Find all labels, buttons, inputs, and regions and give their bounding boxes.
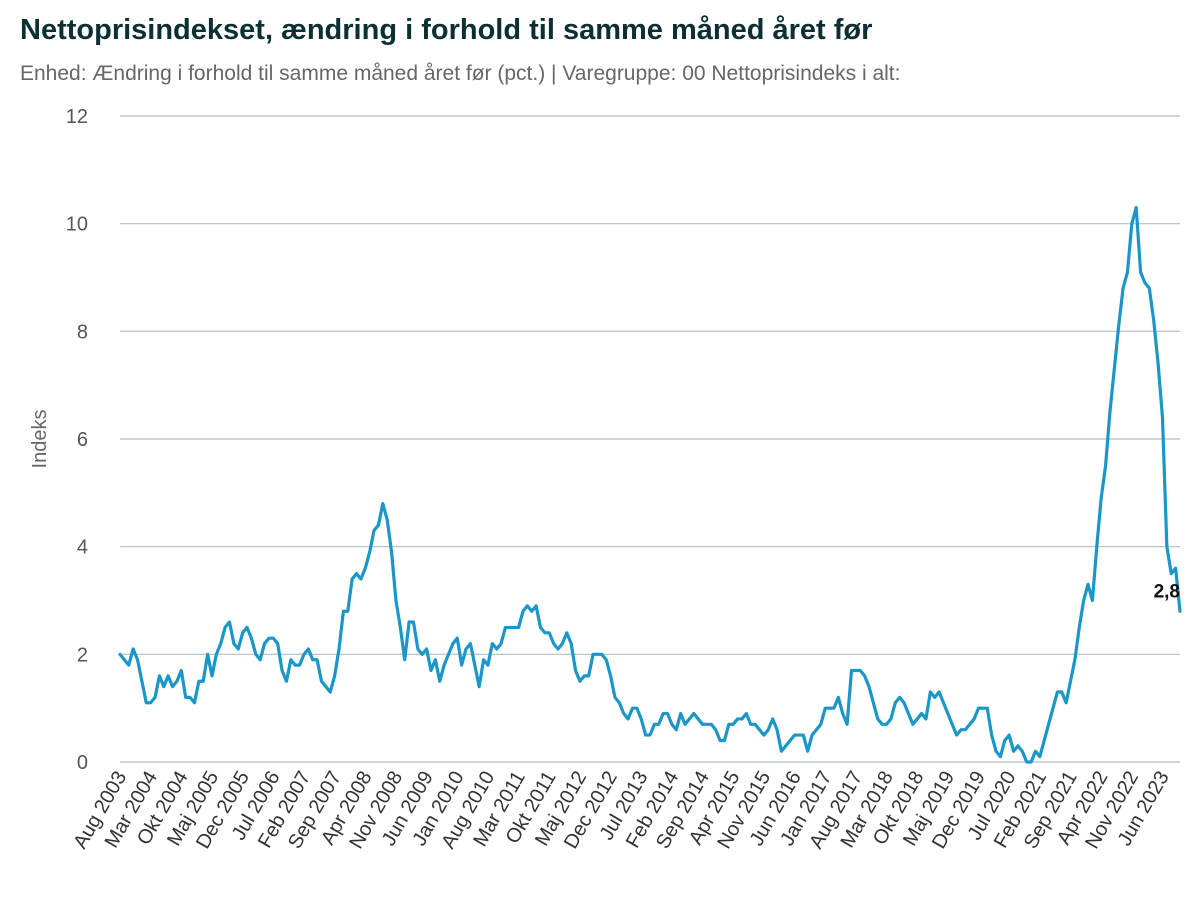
y-tick-label: 6 [77, 429, 88, 451]
chart-subtitle: Enhed: Ændring i forhold til samme måned… [20, 62, 901, 85]
y-tick-label: 10 [66, 214, 88, 236]
y-tick-label: 4 [77, 537, 88, 559]
gridlines [120, 115, 1180, 763]
y-axis-label: Indeks [29, 410, 51, 469]
y-tick-label: 0 [77, 752, 88, 774]
y-tick-label: 12 [66, 106, 88, 128]
y-axis-ticks: 0 2 4 6 8 10 12 [66, 106, 88, 774]
y-tick-label: 8 [77, 321, 88, 343]
series-layer [118, 205, 1182, 764]
chart-title: Nettoprisindekset, ændring i forhold til… [20, 14, 873, 46]
y-tick-label: 2 [77, 644, 88, 666]
series-line [118, 205, 1182, 764]
last-value-label: 2,8 [1154, 581, 1180, 602]
